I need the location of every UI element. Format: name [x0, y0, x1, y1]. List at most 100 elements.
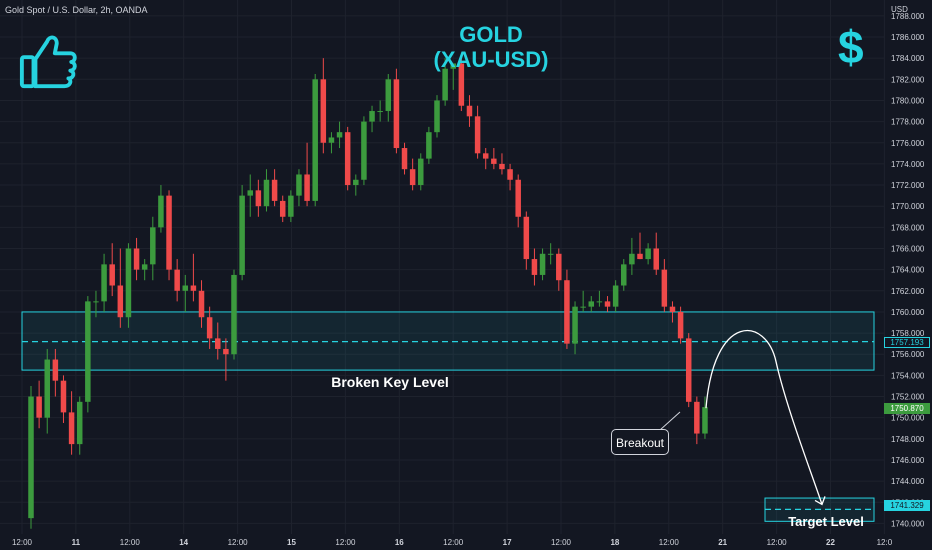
candle-body [629, 253, 635, 265]
candle-body [206, 317, 213, 339]
y-tick-label: 1778.000 [891, 118, 925, 127]
candle [604, 296, 611, 312]
candle-body [426, 132, 432, 159]
dollar-sign-icon: $ [838, 21, 864, 73]
candle [564, 269, 570, 349]
candle [466, 95, 473, 127]
x-tick-label: 12:00 [120, 538, 141, 547]
candle [166, 190, 172, 281]
candle-body [401, 148, 408, 170]
candle-body [198, 290, 205, 318]
chart-title: GOLD [459, 22, 523, 47]
candle-body [125, 248, 132, 318]
candle-body [312, 79, 318, 201]
candle [344, 126, 351, 191]
candle [369, 105, 375, 133]
x-tick-label: 12:00 [443, 538, 464, 547]
candle-body [255, 190, 262, 207]
y-tick-label: 1748.000 [891, 435, 925, 444]
projection-curve [705, 329, 823, 505]
candle [409, 158, 416, 191]
candle [677, 306, 684, 344]
candle-body [653, 248, 659, 270]
candle-body [418, 158, 424, 186]
candle-body [44, 359, 50, 418]
candle [52, 348, 59, 397]
candle [482, 148, 489, 170]
candle [547, 243, 554, 265]
candle [401, 142, 408, 175]
candle [255, 179, 262, 217]
target-level-label: Target Level [788, 514, 864, 529]
candle [231, 269, 237, 360]
candle [133, 237, 140, 281]
x-tick-label: 12:00 [228, 538, 249, 547]
candle [669, 301, 676, 323]
time-axis[interactable]: 12:00 11 12:00 14 12:00 15 12:00 16 12:00 17 12:00… [12, 538, 893, 547]
candle-body [320, 79, 327, 143]
x-tick-label: 15 [287, 538, 296, 547]
candle [328, 132, 335, 154]
y-tick-label: 1760.000 [891, 308, 925, 317]
candle-body [393, 79, 400, 149]
candle [336, 121, 343, 149]
y-tick-label: 1772.000 [891, 181, 925, 190]
candle-body [523, 216, 530, 260]
y-tick-label: 1744.000 [891, 477, 925, 486]
candle-body [458, 63, 465, 106]
candle [198, 280, 205, 328]
price-axis[interactable]: 1740.0001742.0001744.0001746.0001748.000… [891, 12, 925, 529]
x-tick-label: 12:00 [12, 538, 33, 547]
x-tick-label: 22 [826, 538, 835, 547]
candle [279, 195, 286, 223]
x-tick-label: 12:00 [335, 538, 356, 547]
y-tick-label: 1786.000 [891, 33, 925, 42]
candle-body [28, 396, 34, 519]
candle [190, 253, 197, 302]
candle [223, 338, 229, 381]
candle [556, 248, 562, 291]
candle [125, 243, 132, 328]
candle [645, 243, 651, 265]
x-tick-label: 12:00 [659, 538, 680, 547]
projection-arrowhead [814, 496, 826, 506]
candle-body [52, 359, 59, 381]
candle-body [539, 253, 546, 275]
candle [588, 296, 595, 312]
candle-body [141, 264, 148, 270]
candle [434, 95, 440, 138]
candle [442, 58, 448, 106]
candle [491, 148, 497, 170]
candle [60, 375, 67, 423]
candle-body [223, 348, 229, 355]
candle [418, 153, 424, 191]
candle-body [685, 338, 692, 402]
candle-body [547, 253, 554, 255]
candle-body [482, 153, 489, 159]
y-tick-label: 1776.000 [891, 139, 925, 148]
candle-body [612, 285, 619, 307]
y-tick-label: 1756.000 [891, 350, 925, 359]
candle-body [669, 306, 676, 312]
y-tick-label: 1782.000 [891, 75, 925, 84]
candle [109, 243, 115, 297]
last-price-tag: 1750.870 [884, 403, 930, 414]
candle-body [336, 132, 343, 138]
candle [312, 74, 318, 207]
candle [76, 396, 83, 455]
projection-arrow [705, 329, 826, 506]
candle-body [450, 63, 456, 69]
price-zones [21, 311, 875, 522]
candle-body [93, 301, 99, 303]
candle [361, 116, 367, 186]
candle [637, 232, 643, 260]
candle-body [491, 158, 497, 164]
candle [93, 290, 99, 318]
candle-body [133, 248, 140, 270]
y-tick-label: 1750.000 [891, 414, 925, 423]
candle [612, 280, 619, 312]
candle-body [434, 100, 440, 133]
candle-body [150, 227, 156, 265]
candle [499, 153, 505, 175]
